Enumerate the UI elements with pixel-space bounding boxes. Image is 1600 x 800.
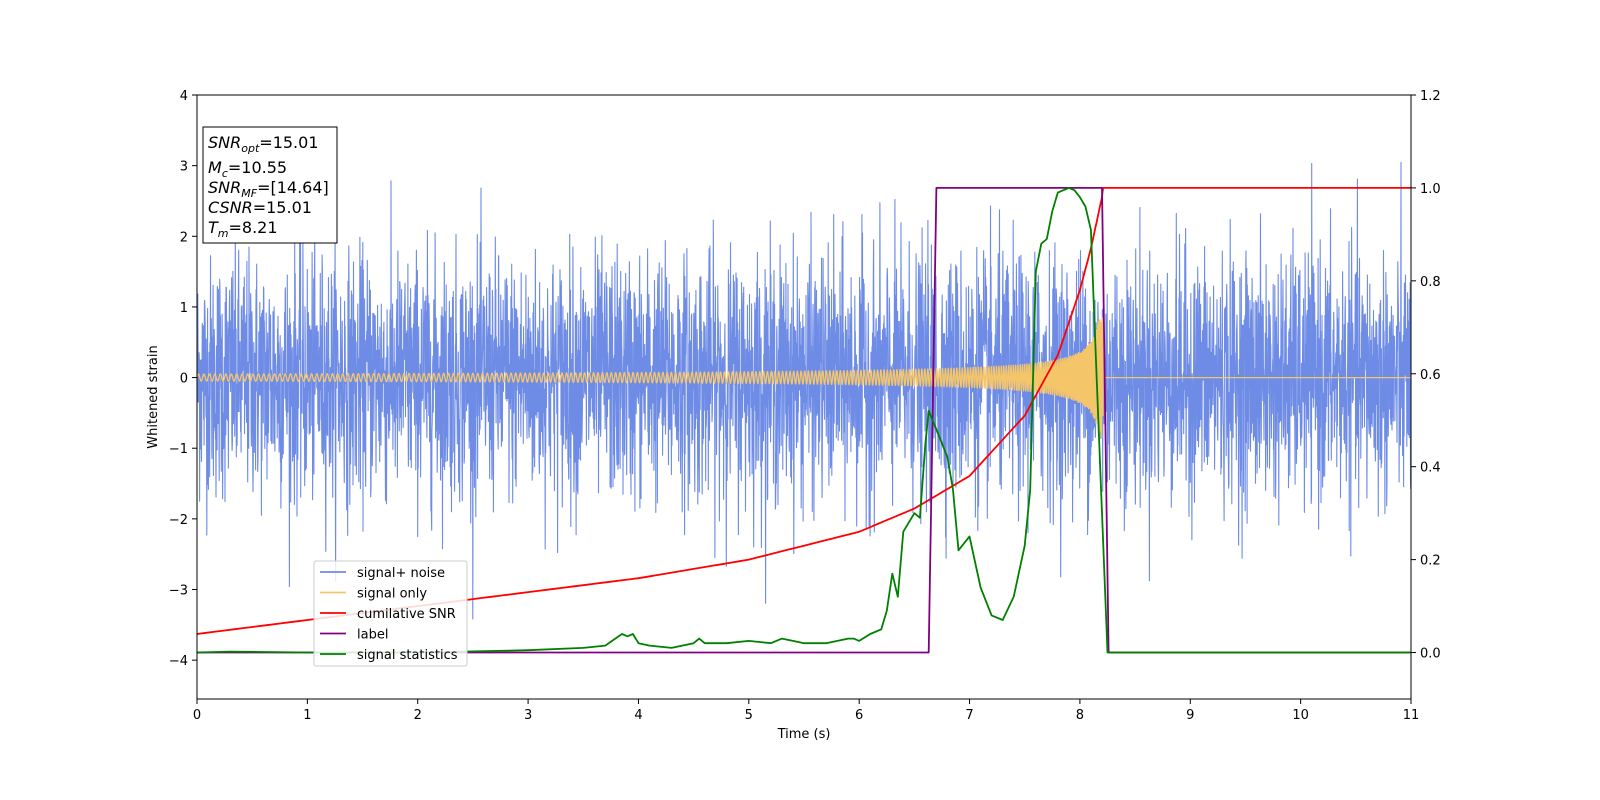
x-axis-label: Time (s) xyxy=(777,727,831,742)
x-tick-label: 9 xyxy=(1186,708,1194,723)
info-subscript: m xyxy=(218,227,229,240)
y-tick-label: 4 xyxy=(180,89,188,104)
legend-label: cumilative SNR xyxy=(357,607,456,622)
series-layer xyxy=(197,161,1411,654)
y2-tick-label: 1.2 xyxy=(1420,89,1441,104)
info-line: Tm=8.21 xyxy=(208,218,278,240)
x-axis: 0 1 2 3 4 5 6 7 8 9 10 11 xyxy=(193,699,1419,723)
y-tick-label: 0 xyxy=(180,372,188,387)
y-tick-label: −4 xyxy=(169,654,188,669)
x-tick-label: 5 xyxy=(745,708,753,723)
info-line: Mc=10.55 xyxy=(208,158,287,180)
info-subscript: opt xyxy=(241,142,260,155)
info-box-frame xyxy=(202,126,338,244)
legend-label: signal only xyxy=(357,587,427,602)
x-tick-label: 6 xyxy=(855,708,863,723)
plot-frame xyxy=(196,94,1412,700)
info-value: =15.01 xyxy=(259,133,318,152)
y2-tick-label: 0.2 xyxy=(1420,554,1441,569)
info-value: =8.21 xyxy=(229,218,278,237)
y2-tick-label: 1.0 xyxy=(1420,182,1441,197)
y-axis-right: 0.0 0.2 0.4 0.6 0.8 1.0 1.2 xyxy=(1411,89,1441,662)
x-tick-label: 8 xyxy=(1076,708,1084,723)
info-box: SNRopt=15.01Mc=10.55SNRMF=[14.64]CSNR=15… xyxy=(202,126,338,244)
x-tick-label: 0 xyxy=(193,708,201,723)
info-subscript: c xyxy=(222,167,228,180)
x-tick-label: 1 xyxy=(303,708,311,723)
legend: signal+ noise signal only cumilative SNR la… xyxy=(313,560,468,667)
info-line: CSNR=15.01 xyxy=(208,198,312,217)
info-value: =15.01 xyxy=(253,198,312,217)
y-tick-label: 1 xyxy=(180,301,188,316)
info-subscript: MF xyxy=(241,187,257,200)
y2-tick-label: 0.6 xyxy=(1420,368,1441,383)
y-axis-left: −4 −3 −2 −1 0 1 2 3 4 xyxy=(169,89,197,669)
info-symbol: T xyxy=(208,218,219,237)
y-tick-label: 2 xyxy=(180,230,188,245)
info-line: SNRMF=[14.64] xyxy=(208,178,329,200)
info-symbol: M xyxy=(208,158,222,177)
series-signal-only xyxy=(197,316,1411,439)
x-tick-label: 7 xyxy=(965,708,973,723)
y-tick-label: 3 xyxy=(180,160,188,175)
info-line: SNRopt=15.01 xyxy=(208,133,319,155)
plot-area xyxy=(196,94,1412,700)
y-tick-label: −1 xyxy=(169,442,188,457)
series-signal-noise xyxy=(197,161,1411,620)
y-axis-label: Whitened strain xyxy=(146,345,161,448)
x-tick-label: 11 xyxy=(1403,708,1420,723)
y-tick-label: −3 xyxy=(169,584,188,599)
info-symbol: SNR xyxy=(208,178,241,197)
x-tick-label: 4 xyxy=(634,708,642,723)
info-symbol: SNR xyxy=(208,133,241,152)
info-value: =10.55 xyxy=(228,158,287,177)
legend-label: signal statistics xyxy=(357,648,458,663)
x-tick-label: 10 xyxy=(1292,708,1309,723)
y2-tick-label: 0.8 xyxy=(1420,275,1441,290)
info-value: =[14.64] xyxy=(257,178,329,197)
y2-tick-label: 0.0 xyxy=(1420,647,1441,662)
legend-frame xyxy=(313,560,468,667)
legend-label: signal+ noise xyxy=(357,566,445,581)
x-tick-label: 2 xyxy=(414,708,422,723)
y-tick-label: −2 xyxy=(169,513,188,528)
x-tick-label: 3 xyxy=(524,708,532,723)
series-cumilative-snr xyxy=(197,187,1411,635)
info-symbol: CSNR xyxy=(208,198,253,217)
series-signal-statistics xyxy=(197,187,1411,654)
y2-tick-label: 0.4 xyxy=(1420,461,1441,476)
legend-label: label xyxy=(357,628,388,643)
